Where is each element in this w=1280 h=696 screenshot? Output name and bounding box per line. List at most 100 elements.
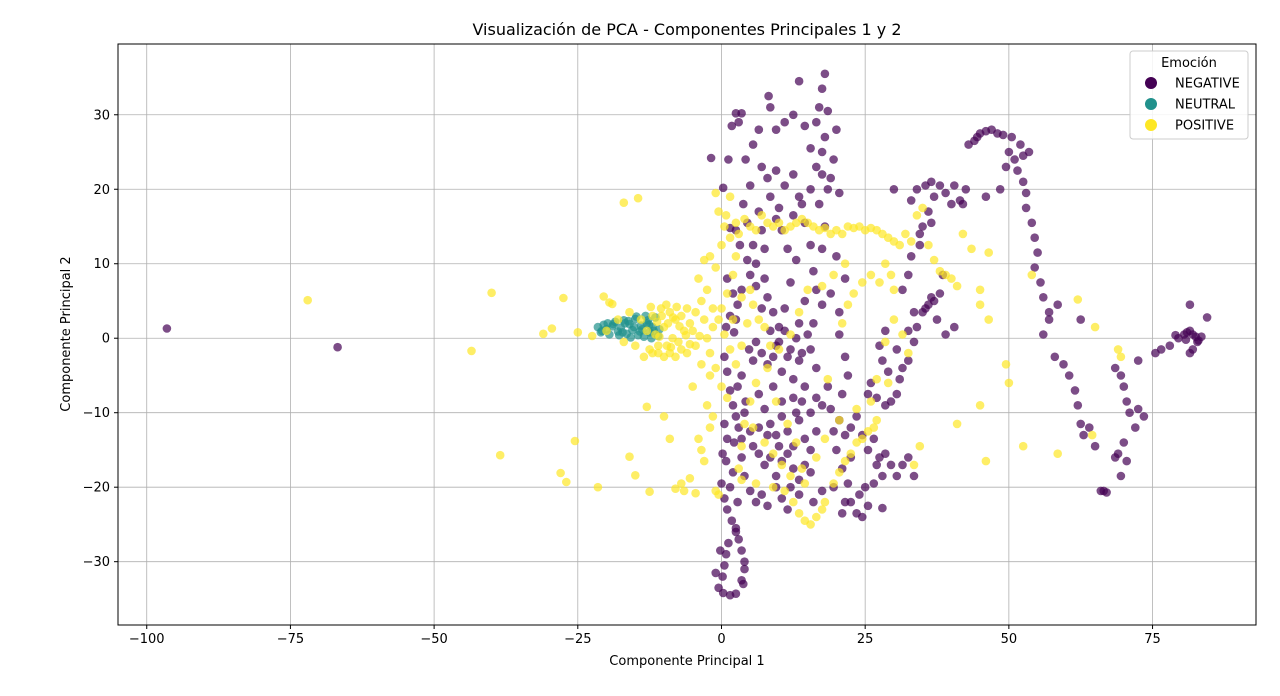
point-negative [869,434,879,444]
point-negative [1110,453,1120,462]
point-negative [789,393,798,403]
point-negative [800,121,810,131]
point-positive [837,229,847,239]
point-positive [697,296,706,306]
point-negative [1133,356,1143,365]
point-positive [711,188,720,198]
point-negative [1171,330,1180,340]
point-positive [981,456,991,466]
point-positive [958,229,968,239]
point-positive [1090,322,1100,332]
point-positive [1116,352,1126,362]
point-negative [789,211,798,220]
point-negative [780,181,789,190]
point-negative [998,130,1008,140]
point-positive [702,285,712,295]
point-positive [487,288,496,298]
point-negative [878,471,887,481]
point-negative [1064,371,1074,380]
point-negative [932,315,942,324]
point-negative [889,185,899,194]
point-negative [904,270,913,280]
point-positive [633,193,643,203]
point-neutral [603,319,612,328]
point-negative [706,153,716,163]
point-positive [875,278,884,287]
point-positive [771,397,781,406]
point-negative [794,356,804,365]
point-negative [718,588,728,598]
point-positive [858,434,867,444]
point-positive [648,348,657,358]
point-negative [1013,166,1022,175]
point-negative [1018,151,1028,160]
point-positive [681,330,691,340]
point-positive [677,345,686,354]
point-positive [599,292,608,301]
point-positive [806,520,815,529]
point-positive [728,270,738,280]
point-negative [820,69,830,79]
point-negative [823,185,833,194]
point-positive [866,397,876,406]
point-negative [739,199,748,209]
point-positive [766,341,775,351]
point-negative [777,367,787,377]
point-negative [806,240,815,250]
point-negative [800,296,810,306]
point-positive [829,270,838,280]
point-positive [663,319,673,328]
point-positive [740,419,749,429]
point-positive [751,225,761,235]
point-positive [734,229,743,239]
point-negative [783,449,792,459]
point-neutral [629,322,639,332]
point-negative [783,505,792,514]
point-positive [866,270,876,280]
point-negative [737,371,746,380]
point-negative [832,125,841,134]
point-negative [927,293,936,302]
legend-marker-neutral [1145,98,1157,110]
point-negative [748,140,758,149]
point-positive [691,307,700,317]
point-positive [731,218,741,228]
point-negative [898,285,907,295]
x-tick-label: −25 [564,632,591,647]
point-negative [806,144,815,153]
point-positive [800,479,810,488]
y-tick-label: 10 [93,257,110,272]
point-negative [941,330,950,339]
point-negative [729,328,739,337]
point-positive [659,412,669,421]
point-negative [958,199,968,209]
point-negative [766,192,775,201]
point-positive [1073,295,1083,304]
point-negative [855,490,864,499]
point-positive [688,326,697,336]
point-positive [1113,345,1123,354]
point-negative [748,356,758,365]
point-positive [984,315,993,324]
point-negative [724,538,733,548]
point-negative [1059,360,1068,369]
point-positive [774,345,784,354]
point-negative [794,490,804,499]
point-negative [740,408,749,418]
point-negative [789,464,798,473]
point-negative [812,393,821,403]
legend: Emoción NEGATIVE NEUTRAL POSITIVE [1129,50,1249,140]
point-positive [837,319,847,328]
point-positive [751,479,761,488]
point-negative [774,441,784,451]
point-positive [717,382,726,391]
point-positive [820,497,830,507]
point-negative [895,374,904,384]
point-positive [722,289,732,298]
point-negative [863,501,873,511]
point-negative [731,523,741,533]
point-positive [547,324,557,333]
point-positive [559,293,568,303]
point-negative [846,423,856,432]
point-positive [797,464,807,473]
